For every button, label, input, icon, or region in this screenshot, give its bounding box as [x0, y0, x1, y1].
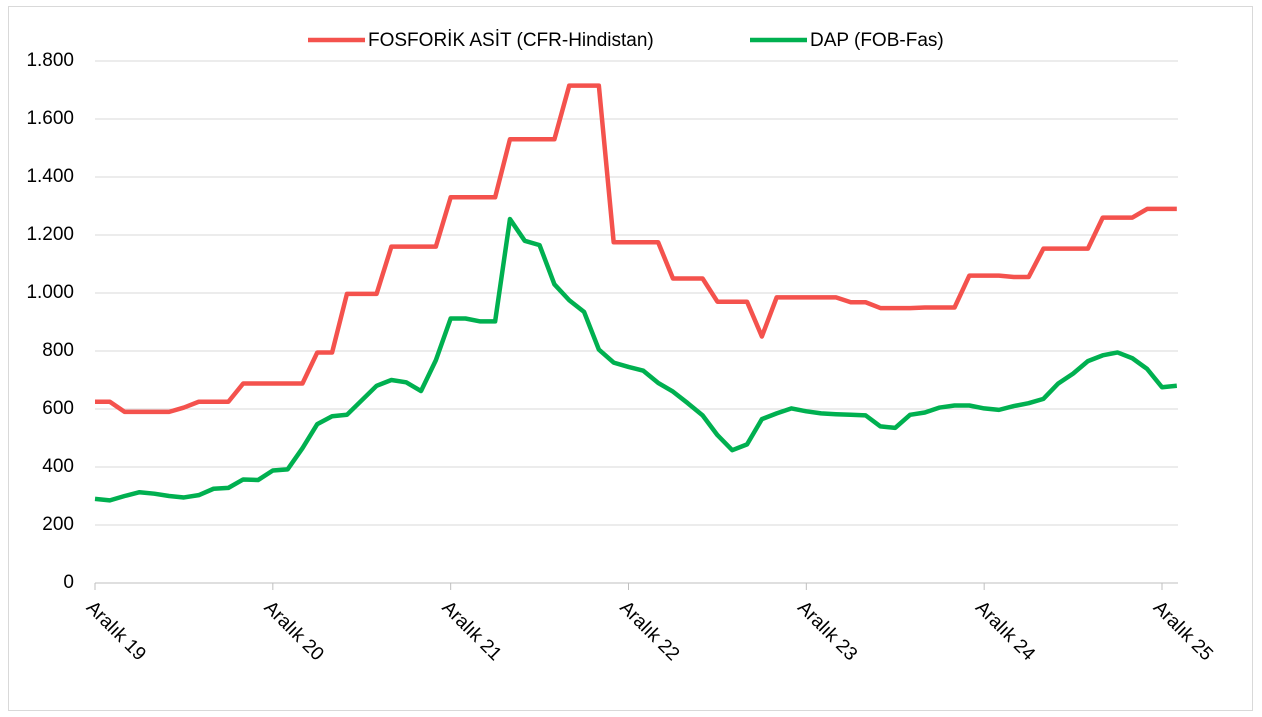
- y-tick-label: 200: [42, 514, 74, 535]
- line-series: [95, 83, 1177, 415]
- y-tick-label: 1.800: [26, 50, 74, 71]
- chart-border: [8, 6, 1253, 711]
- y-tick-label: 1.200: [26, 224, 74, 245]
- y-tick-label: 1.400: [26, 166, 74, 187]
- y-tick-label: 400: [42, 456, 74, 477]
- legend-label: FOSFORİK ASİT (CFR-Hindistan): [368, 30, 654, 51]
- y-tick-label: 1.000: [26, 282, 74, 303]
- y-tick-label: 0: [63, 572, 74, 593]
- y-tick-label: 1.600: [26, 108, 74, 129]
- y-tick-label: 800: [42, 340, 74, 361]
- legend-label: DAP (FOB-Fas): [810, 30, 944, 51]
- line-series: [94, 216, 1178, 503]
- y-tick-label: 600: [42, 398, 74, 419]
